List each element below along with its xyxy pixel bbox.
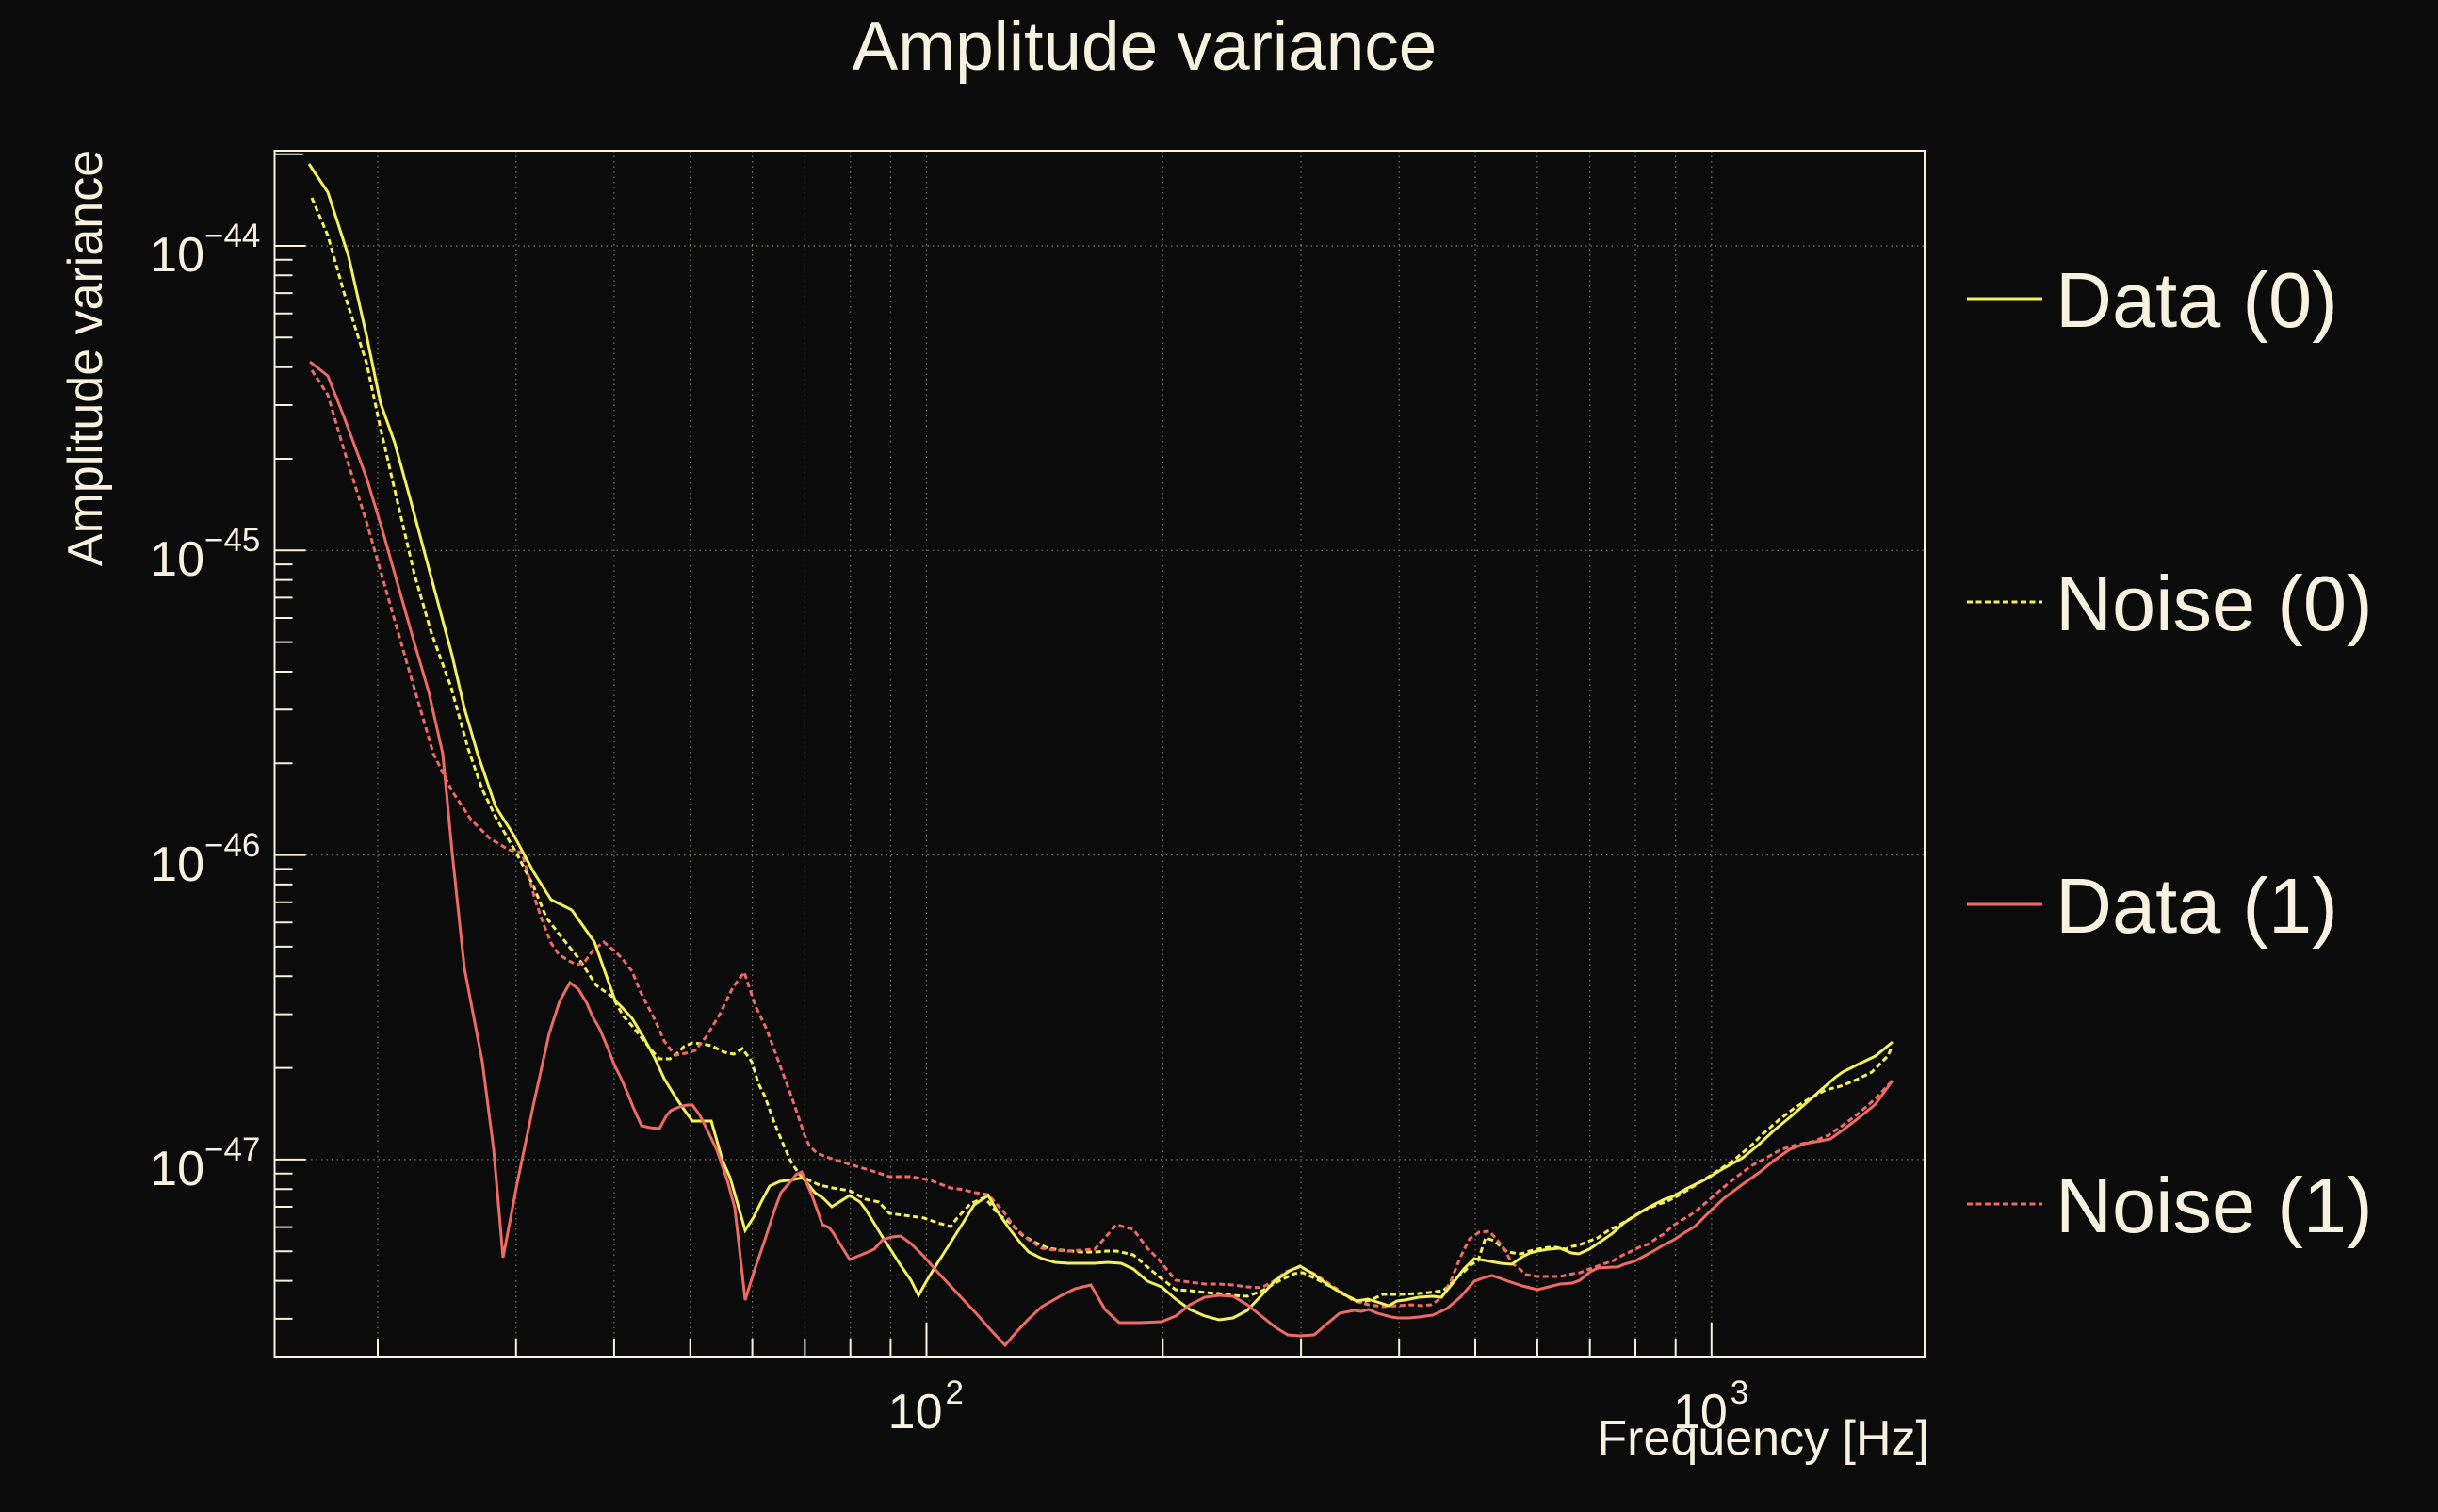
svg-text:10: 10 xyxy=(888,1385,943,1439)
svg-text:2: 2 xyxy=(946,1374,964,1411)
svg-text:−47: −47 xyxy=(204,1131,260,1168)
svg-text:10: 10 xyxy=(1673,1385,1728,1439)
svg-text:10: 10 xyxy=(150,532,204,587)
svg-text:Data (0): Data (0) xyxy=(2056,256,2338,344)
svg-text:−44: −44 xyxy=(204,218,260,254)
svg-text:−46: −46 xyxy=(204,827,260,864)
svg-text:10: 10 xyxy=(150,837,204,892)
svg-text:Frequency [Hz]: Frequency [Hz] xyxy=(1597,1411,1929,1466)
svg-text:Amplitude variance: Amplitude variance xyxy=(853,8,1438,85)
svg-text:Noise (1): Noise (1) xyxy=(2056,1162,2373,1249)
svg-text:Data (1): Data (1) xyxy=(2056,862,2338,950)
svg-text:Amplitude variance: Amplitude variance xyxy=(58,150,113,566)
svg-text:3: 3 xyxy=(1731,1374,1748,1411)
svg-text:Noise (0): Noise (0) xyxy=(2056,560,2373,647)
svg-text:10: 10 xyxy=(150,1142,204,1196)
svg-text:10: 10 xyxy=(150,228,204,283)
svg-text:−45: −45 xyxy=(204,522,260,559)
